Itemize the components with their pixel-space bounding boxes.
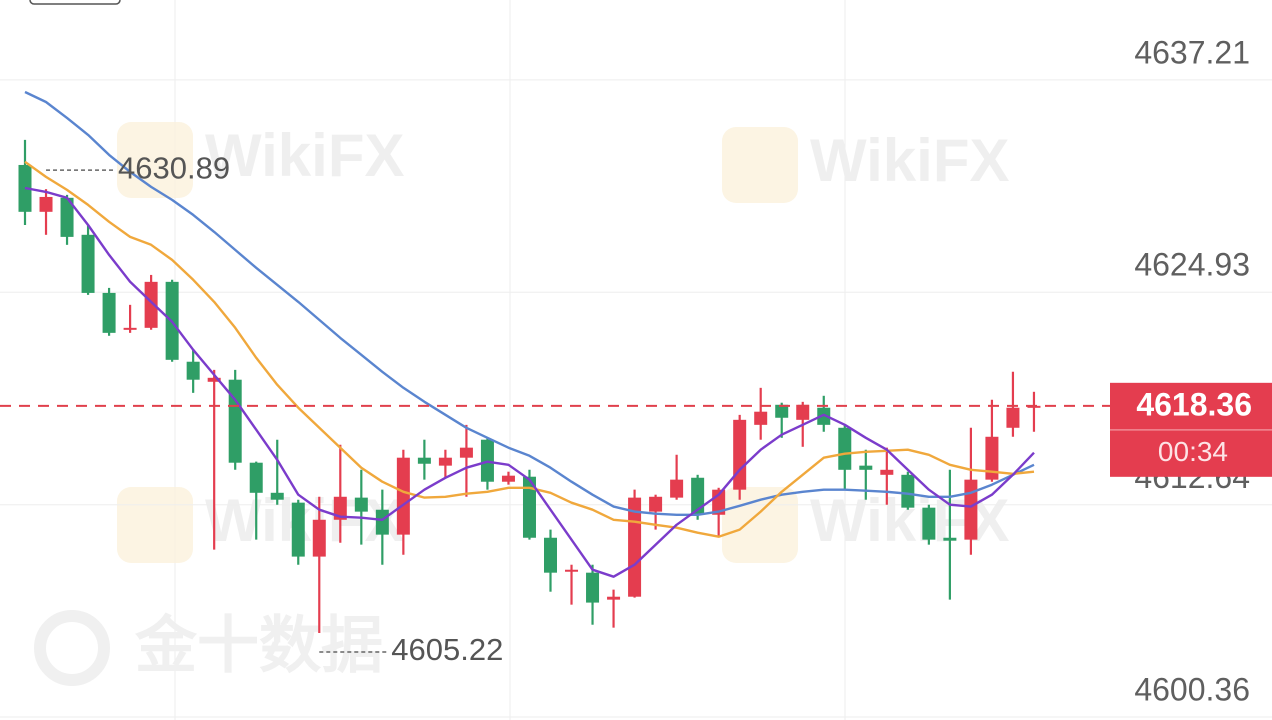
- candle-body: [312, 519, 326, 557]
- candle-body: [964, 479, 978, 540]
- countdown-label: 00:34: [1158, 436, 1228, 467]
- candle-body: [880, 469, 894, 475]
- candle-body: [291, 502, 305, 557]
- annotations: 4630.89 4605.22: [46, 150, 503, 667]
- y-tick-label: 4600.36: [1134, 672, 1250, 708]
- moving-averages: [24, 90, 1035, 578]
- price-tag: 4618.36 00:34: [0, 382, 1272, 477]
- y-tick-label: 4624.93: [1134, 247, 1250, 283]
- candle-body: [607, 596, 621, 600]
- moving-average-line: [24, 186, 1035, 578]
- candle-body: [733, 419, 747, 490]
- candle-body: [102, 292, 116, 333]
- candle-body: [375, 509, 389, 535]
- candle-body: [670, 479, 684, 498]
- candle-body: [438, 457, 452, 466]
- candle-body: [81, 234, 95, 293]
- candle-body: [354, 497, 368, 512]
- candle-body: [333, 496, 347, 520]
- candles: [18, 139, 1041, 634]
- watermark-logo: [117, 122, 193, 198]
- candle-body: [186, 361, 200, 380]
- candle-body: [817, 407, 831, 425]
- watermark-text: WikiFX: [810, 127, 1009, 194]
- watermark-text: 金十数据: [134, 611, 383, 680]
- watermarks: WikiFXWikiFXWikiFXWikiFX金十数据: [34, 122, 1009, 686]
- candle-body: [796, 404, 810, 420]
- candle-body: [39, 196, 53, 212]
- moving-average-line: [24, 90, 1035, 516]
- candle-body: [228, 379, 242, 463]
- candle-body: [144, 281, 158, 328]
- candle-body: [544, 537, 557, 573]
- candle-body: [1006, 407, 1020, 428]
- y-tick-label: 4637.21: [1134, 34, 1250, 70]
- candle-body: [691, 477, 705, 515]
- candle-body: [775, 404, 789, 418]
- watermark-logo: [722, 127, 798, 203]
- candle-body: [60, 197, 74, 237]
- candle-body: [459, 447, 473, 458]
- watermark-logo: [722, 487, 798, 563]
- annotation-label: 4605.22: [391, 632, 503, 667]
- candle-body: [943, 537, 957, 541]
- candle-body: [754, 411, 768, 425]
- watermark-logo: [117, 487, 193, 563]
- candle-body: [649, 496, 663, 512]
- watermark-logo: [34, 610, 110, 686]
- candle-body: [207, 377, 221, 382]
- candle-body: [249, 462, 263, 493]
- candle-body: [859, 465, 873, 470]
- top-button: [29, 0, 121, 5]
- candle-body: [838, 427, 852, 470]
- candle-body: [586, 572, 600, 603]
- candle-body: [522, 476, 536, 538]
- candle-body: [396, 457, 410, 535]
- last-price-label: 4618.36: [1136, 386, 1252, 422]
- annotation-label: 4630.89: [118, 150, 230, 185]
- candle-body: [985, 436, 999, 480]
- candle-body: [123, 327, 137, 330]
- candle-body: [565, 569, 579, 572]
- moving-average-line: [24, 160, 1035, 538]
- candle-body: [901, 474, 915, 508]
- candle-body: [270, 492, 284, 500]
- watermark-text: WikiFX: [205, 122, 404, 189]
- candle-body: [922, 507, 936, 540]
- candle-body: [501, 475, 515, 482]
- candle-body: [417, 457, 431, 464]
